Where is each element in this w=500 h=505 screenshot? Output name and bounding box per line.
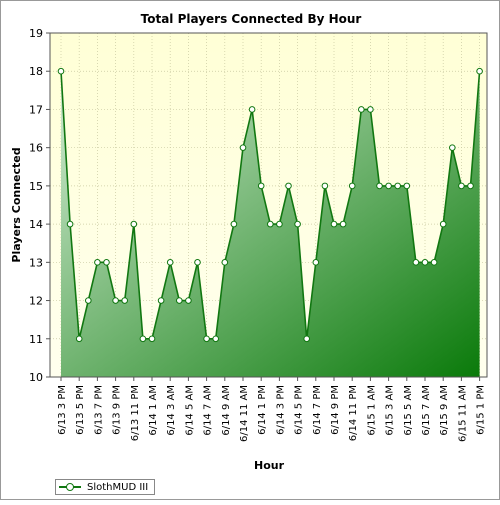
data-point <box>166 259 174 266</box>
x-tick-label: 6/13 11 PM <box>130 385 141 441</box>
data-point <box>139 335 147 343</box>
data-point <box>385 182 392 190</box>
y-axis-title: Players Connected <box>10 147 23 262</box>
data-point <box>112 297 119 304</box>
x-tick-label: 6/15 11 AM <box>457 385 468 442</box>
data-point <box>303 335 311 343</box>
x-tick-label: 6/14 5 AM <box>184 385 195 436</box>
plot-border <box>49 32 488 378</box>
data-point <box>203 335 210 343</box>
data-point <box>130 220 138 228</box>
x-tick-label: 6/15 1 PM <box>476 385 487 435</box>
data-point <box>430 259 438 266</box>
data-point <box>212 335 219 343</box>
data-point <box>467 182 474 190</box>
x-tick-label: 6/14 9 PM <box>330 385 341 435</box>
data-point <box>294 220 301 228</box>
x-tick-label: 6/13 7 PM <box>93 385 104 435</box>
data-point <box>57 67 65 75</box>
data-point <box>75 335 83 343</box>
x-tick-label: 6/15 5 AM <box>403 385 414 436</box>
data-point <box>403 182 411 190</box>
data-point <box>321 182 329 190</box>
data-point <box>157 297 165 304</box>
x-tick-label: 6/13 3 PM <box>57 385 68 435</box>
x-axis: 6/13 3 PM 6/13 5 PM 6/13 7 PM 6/13 9 PM 6/13… <box>57 377 487 442</box>
data-point <box>312 259 320 266</box>
x-tick-label: 6/14 3 AM <box>166 385 177 436</box>
y-tick-label: 10 <box>29 371 43 384</box>
x-tick-label: 6/14 1 PM <box>257 385 268 435</box>
data-point <box>439 220 447 228</box>
y-tick-label: 19 <box>29 27 43 40</box>
data-point <box>394 182 402 190</box>
y-tick-label: 15 <box>29 180 43 193</box>
x-tick-label: 6/15 1 AM <box>366 385 377 436</box>
x-tick-label: 6/14 9 AM <box>221 385 232 436</box>
data-point <box>348 182 356 190</box>
data-point <box>221 259 229 266</box>
x-tick-label: 6/14 1 AM <box>148 385 159 436</box>
x-tick-label: 6/15 7 AM <box>421 385 432 436</box>
data-point <box>185 297 192 304</box>
data-point <box>85 297 92 304</box>
data-point <box>248 106 256 113</box>
data-point <box>339 220 347 228</box>
data-point <box>449 144 456 151</box>
x-axis-title: Hour <box>254 459 285 472</box>
data-point <box>239 144 247 151</box>
x-tick-label: 6/14 7 PM <box>312 385 323 435</box>
chart-title: Total Players Connected By Hour <box>141 12 362 26</box>
data-point <box>176 297 183 304</box>
data-point <box>66 220 74 228</box>
y-tick-label: 11 <box>29 333 43 346</box>
x-tick-label: 6/14 3 PM <box>275 385 286 435</box>
data-point <box>412 259 420 266</box>
x-tick-label: 6/15 9 AM <box>439 385 450 436</box>
legend: SlothMUD III <box>55 479 156 495</box>
x-tick-label: 6/15 3 AM <box>385 385 396 436</box>
x-tick-label: 6/14 11 AM <box>239 385 250 442</box>
x-tick-label: 6/13 5 PM <box>75 385 86 435</box>
y-tick-label: 16 <box>29 142 43 155</box>
data-point <box>476 67 483 75</box>
data-point <box>148 335 156 343</box>
y-tick-label: 13 <box>29 256 43 269</box>
data-point <box>421 259 429 266</box>
x-tick-label: 6/13 9 PM <box>112 385 123 435</box>
legend-series-label: SlothMUD III <box>87 481 149 493</box>
area-layer <box>57 67 483 377</box>
y-axis: 10 11 12 13 14 15 16 17 18 19 <box>29 27 50 384</box>
x-tick-label: 6/14 7 AM <box>203 385 214 436</box>
y-tick-label: 17 <box>29 103 43 116</box>
data-point <box>267 220 274 228</box>
data-point <box>103 259 110 266</box>
x-tick-label: 6/14 11 PM <box>348 385 359 441</box>
data-point <box>376 182 383 190</box>
y-tick-label: 18 <box>29 65 43 78</box>
data-point <box>330 220 338 228</box>
data-point <box>94 259 101 266</box>
data-point <box>358 106 365 113</box>
data-point <box>285 182 292 190</box>
x-tick-label: 6/14 5 PM <box>294 385 305 435</box>
data-point <box>194 259 201 266</box>
y-tick-label: 12 <box>29 295 43 308</box>
data-point <box>276 220 283 228</box>
data-point <box>257 182 265 190</box>
data-point <box>230 220 238 228</box>
y-tick-label: 14 <box>29 218 43 231</box>
legend-series-swatch <box>59 482 81 492</box>
data-point <box>367 106 374 113</box>
data-point <box>458 182 465 190</box>
data-point <box>121 297 128 304</box>
